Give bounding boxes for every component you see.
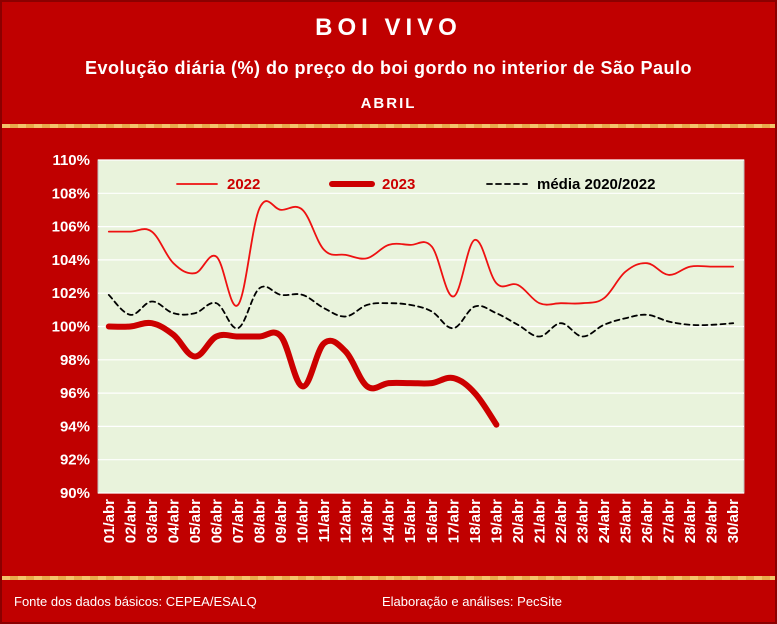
header: BOI VIVO Evolução diária (%) do preço do… — [2, 2, 775, 122]
series-line-2022 — [107, 200, 735, 307]
x-tick-label: 20/abr — [510, 499, 527, 543]
x-tick-label: 07/abr — [230, 499, 247, 543]
x-tick-label: 29/abr — [704, 499, 721, 543]
y-tick-label: 110% — [52, 152, 90, 169]
x-tick-label: 13/abr — [359, 499, 376, 543]
x-tick-label: 12/abr — [338, 499, 355, 543]
legend-label: 2022 — [227, 176, 260, 193]
y-tick-label: 90% — [60, 485, 90, 502]
y-tick-label: 94% — [60, 418, 90, 435]
series-line-m-dia-2020-2022 — [107, 285, 735, 338]
y-tick-label: 108% — [52, 185, 90, 202]
x-tick-label: 14/abr — [381, 499, 398, 543]
x-tick-label: 01/abr — [101, 499, 118, 543]
x-tick-label: 18/abr — [467, 499, 484, 543]
x-tick-label: 04/abr — [165, 499, 182, 543]
chart-area: 90% 92% 94% 96% 98% 100% 102% 104% 106% 108% 110% 0… — [2, 130, 775, 574]
x-tick-label: 08/abr — [252, 499, 269, 543]
x-tick-label: 27/abr — [661, 499, 678, 543]
x-tick-label: 16/abr — [424, 499, 441, 543]
x-tick-label: 09/abr — [273, 499, 290, 543]
y-tick-label: 106% — [52, 219, 90, 236]
x-tick-label: 22/abr — [553, 499, 570, 543]
source-note: Fonte dos dados básicos: CEPEA/ESALQ — [14, 594, 257, 609]
x-tick-label: 21/abr — [531, 499, 548, 543]
x-tick-label: 19/abr — [488, 499, 505, 543]
y-tick-label: 96% — [60, 385, 90, 402]
legend-label: média 2020/2022 — [537, 176, 655, 193]
x-tick-label: 02/abr — [122, 499, 139, 543]
footer: Fonte dos dados básicos: CEPEA/ESALQ Ela… — [2, 582, 775, 620]
series-line-2023 — [105, 319, 500, 428]
bottom-stripe — [2, 576, 775, 580]
x-tick-label: 05/abr — [187, 499, 204, 543]
y-tick-label: 102% — [52, 285, 90, 302]
x-tick-label: 10/abr — [295, 499, 312, 543]
top-stripe — [2, 124, 775, 128]
x-tick-label: 30/abr — [725, 499, 742, 543]
legend-label: 2023 — [382, 176, 415, 193]
x-tick-label: 11/abr — [316, 499, 333, 543]
x-tick-label: 15/abr — [402, 499, 419, 543]
page-subtitle: Evolução diária (%) do preço do boi gord… — [84, 58, 693, 78]
y-tick-label: 98% — [60, 352, 90, 369]
page-title: BOI VIVO — [315, 14, 462, 41]
line-chart: 90% 92% 94% 96% 98% 100% 102% 104% 106% 108% 110% 0… — [52, 152, 745, 543]
x-tick-label: 25/abr — [618, 499, 635, 543]
x-tick-label: 03/abr — [144, 499, 161, 543]
x-tick-label: 26/abr — [639, 499, 656, 543]
y-tick-label: 104% — [52, 252, 90, 269]
month-label: ABRIL — [360, 95, 417, 112]
x-tick-label: 28/abr — [682, 499, 699, 543]
x-tick-label: 17/abr — [445, 499, 462, 543]
x-tick-label: 23/abr — [575, 499, 592, 543]
credits-note: Elaboração e análises: PecSite — [382, 594, 562, 609]
y-tick-label: 92% — [60, 452, 90, 469]
y-tick-label: 100% — [52, 319, 90, 336]
x-tick-label: 06/abr — [208, 499, 225, 543]
x-tick-label: 24/abr — [596, 499, 613, 543]
